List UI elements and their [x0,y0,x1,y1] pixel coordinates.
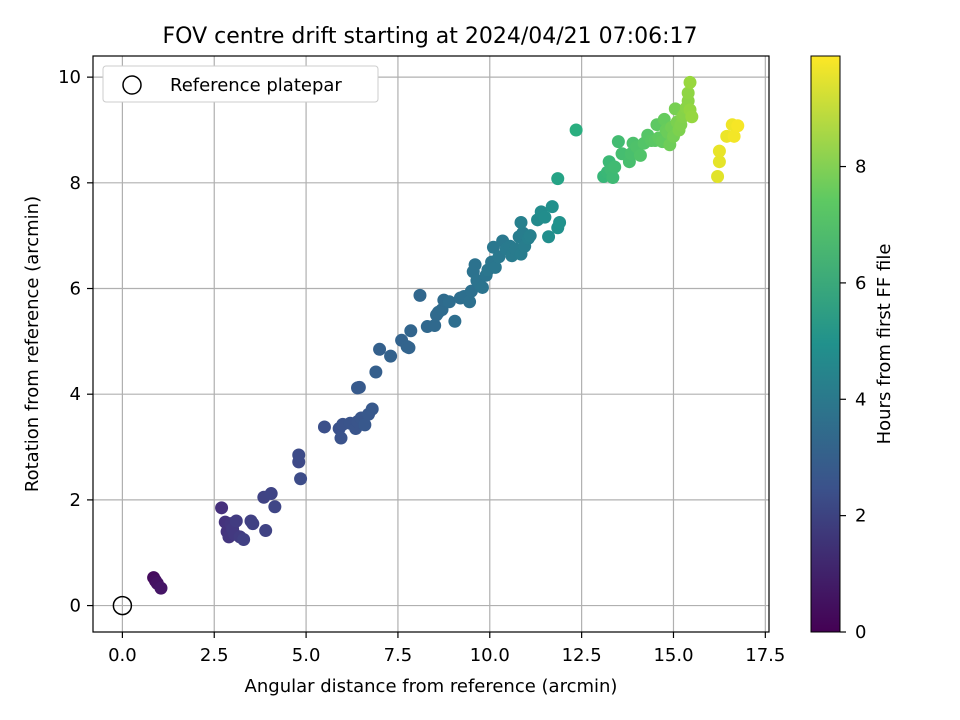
plot-frame [92,55,770,633]
legend-marker-icon [122,75,142,95]
data-point [413,288,427,302]
data-point [215,501,229,515]
y-tick-label: 6 [70,279,81,300]
data-point [681,86,695,100]
data-point [463,295,477,309]
data-point [428,319,442,333]
data-point [237,533,251,547]
x-tick-label: 2.5 [200,645,229,666]
colorbar-tick-label: 2 [855,506,866,527]
data-point [606,171,620,185]
data-point [229,514,243,528]
y-tick-label: 4 [70,384,81,405]
data-point [264,487,278,501]
data-point [442,295,456,309]
data-point [611,135,625,149]
data-point [352,380,366,394]
data-point [608,160,622,174]
y-tick-label: 0 [70,596,81,617]
plot-background [93,56,769,632]
data-point [488,260,502,274]
data-point [727,129,741,143]
legend-entry-reference-platepar: Reference platepar [170,75,342,96]
reference-platepar-marker [112,595,133,616]
x-axis-ticks: 0.0 2.5 5.0 7.5 10.0 12.5 15.0 17.5 [108,632,785,666]
x-tick-label: 17.5 [745,645,785,666]
data-point [523,229,537,243]
data-point [683,75,697,89]
colorbar-label: Hours from first FF file [874,244,895,445]
data-point [486,240,500,254]
data-point [317,420,331,434]
chart-title: FOV centre drift starting at 2024/04/21 … [163,24,698,49]
data-point [731,119,745,133]
data-point [685,110,699,124]
colorbar-tick-label: 8 [855,157,866,178]
data-point [384,349,398,363]
data-point [551,172,565,186]
data-point [268,500,282,514]
data-point [569,123,583,137]
data-point [553,215,567,229]
data-point [334,431,348,445]
y-axis-label: Rotation from reference (arcmin) [22,196,43,492]
legend-box [102,65,379,103]
data-point [475,280,489,294]
data-point [246,517,260,531]
x-tick-label: 12.5 [562,645,602,666]
data-point [711,169,725,183]
colorbar-tick-label: 6 [855,273,866,294]
x-tick-label: 0.0 [108,645,137,666]
plot-area: 0.0 2.5 5.0 7.5 10.0 12.5 15.0 17.5 0 2 4 6 8 10 [58,55,785,666]
data-point [358,418,372,432]
grid-lines [93,56,769,632]
data-point [633,148,647,162]
data-point [542,230,556,244]
y-axis-ticks: 0 2 4 6 8 10 [58,67,93,617]
colorbar-ticks: 0 2 4 6 8 [840,157,866,643]
scatter-points [147,75,745,595]
data-point [402,341,416,355]
legend: Reference platepar [102,65,379,103]
data-point [259,524,273,538]
data-point [468,258,482,272]
colorbar: 0 2 4 6 8 Hours from first FF file [810,55,895,643]
data-point [373,342,387,356]
x-tick-label: 5.0 [292,645,321,666]
colorbar-gradient [810,55,841,633]
data-point [712,155,726,169]
colorbar-tick-label: 0 [855,622,866,643]
data-point [514,215,528,229]
x-tick-label: 15.0 [653,645,693,666]
data-point [545,200,559,214]
y-tick-label: 10 [58,67,81,88]
x-axis-label: Angular distance from reference (arcmin) [245,676,618,697]
data-point [369,365,383,379]
data-point [154,581,168,595]
data-point [294,472,308,486]
data-point [538,210,552,224]
data-point [365,402,379,416]
data-point [712,144,726,158]
y-tick-label: 2 [70,490,81,511]
colorbar-tick-label: 4 [855,389,866,410]
data-point [292,448,306,462]
data-point [448,314,462,328]
data-point [404,324,418,338]
x-tick-label: 10.0 [470,645,510,666]
y-tick-label: 8 [70,173,81,194]
x-tick-label: 7.5 [384,645,413,666]
